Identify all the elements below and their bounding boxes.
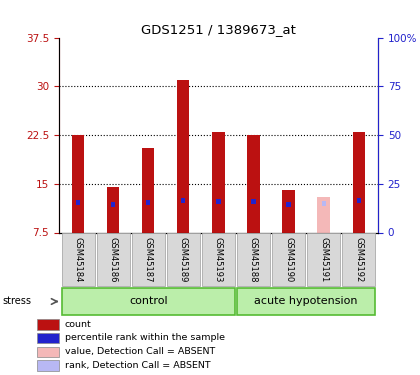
Text: rank, Detection Call = ABSENT: rank, Detection Call = ABSENT	[65, 361, 210, 370]
Bar	[282, 190, 295, 232]
FancyBboxPatch shape	[62, 288, 235, 315]
Text: percentile rank within the sample: percentile rank within the sample	[65, 333, 225, 342]
Bar	[177, 80, 189, 232]
Bar	[247, 135, 260, 232]
Bar	[216, 199, 221, 204]
Bar	[76, 200, 80, 204]
Text: GSM45189: GSM45189	[179, 237, 188, 282]
Bar	[322, 201, 326, 206]
FancyBboxPatch shape	[202, 233, 235, 286]
FancyBboxPatch shape	[167, 233, 200, 286]
FancyBboxPatch shape	[97, 233, 130, 286]
Bar	[318, 197, 330, 232]
FancyBboxPatch shape	[307, 233, 340, 286]
Bar	[37, 346, 59, 357]
Text: acute hypotension: acute hypotension	[255, 296, 358, 306]
FancyBboxPatch shape	[272, 233, 305, 286]
Bar	[146, 200, 150, 205]
Text: GSM45190: GSM45190	[284, 237, 293, 282]
Text: stress: stress	[2, 296, 31, 306]
FancyBboxPatch shape	[62, 233, 94, 286]
Bar	[181, 198, 185, 202]
Text: value, Detection Call = ABSENT: value, Detection Call = ABSENT	[65, 347, 215, 356]
Bar	[37, 360, 59, 371]
FancyBboxPatch shape	[237, 288, 375, 315]
Bar	[107, 187, 119, 232]
Bar	[357, 198, 361, 202]
Text: GSM45187: GSM45187	[144, 237, 153, 282]
Text: control: control	[129, 296, 168, 306]
FancyBboxPatch shape	[342, 233, 375, 286]
Bar	[72, 135, 84, 232]
Text: GSM45192: GSM45192	[354, 237, 363, 282]
Text: count: count	[65, 320, 91, 329]
Text: GSM45188: GSM45188	[249, 237, 258, 282]
Bar	[111, 202, 115, 207]
Bar	[212, 132, 225, 232]
FancyBboxPatch shape	[132, 233, 165, 286]
Text: GSM45191: GSM45191	[319, 237, 328, 282]
Text: GSM45184: GSM45184	[74, 237, 83, 282]
Bar	[37, 333, 59, 343]
Title: GDS1251 / 1389673_at: GDS1251 / 1389673_at	[141, 23, 296, 36]
Bar	[252, 199, 256, 204]
FancyBboxPatch shape	[237, 233, 270, 286]
Bar	[286, 202, 291, 207]
Bar	[352, 132, 365, 232]
Bar	[37, 319, 59, 330]
Text: GSM45186: GSM45186	[109, 237, 118, 282]
Text: GSM45193: GSM45193	[214, 237, 223, 282]
Bar	[142, 148, 155, 232]
